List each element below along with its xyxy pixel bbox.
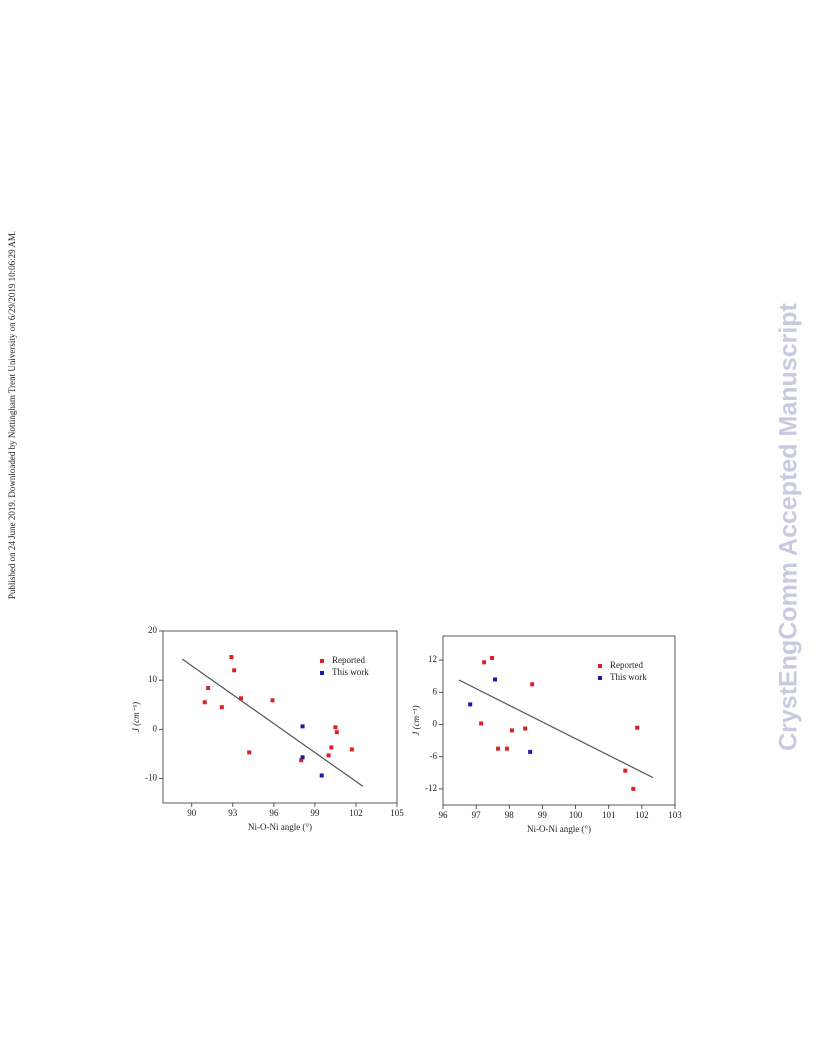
x-tick-label: 102 xyxy=(349,808,363,818)
x-tick-label: 99 xyxy=(310,808,320,818)
fit-line xyxy=(458,679,654,779)
point xyxy=(530,682,535,687)
x-tick-label: 102 xyxy=(635,810,649,820)
point xyxy=(202,700,207,705)
y-tick-label: 0 xyxy=(433,719,438,729)
y-axis-label: J (cm⁻¹) xyxy=(411,705,421,735)
x-tick-label: 99 xyxy=(538,810,548,820)
point xyxy=(334,730,339,735)
watermark: CrystEngComm Accepted Manuscript xyxy=(775,302,803,750)
point xyxy=(635,725,640,730)
point xyxy=(333,725,338,730)
point xyxy=(219,705,224,710)
x-tick-label: 101 xyxy=(602,810,616,820)
point xyxy=(319,773,324,778)
point xyxy=(232,668,237,673)
legend-label: This work xyxy=(610,672,647,682)
legend-label: Reported xyxy=(332,655,365,665)
x-axis-label: Ni-O-Ni angle (°) xyxy=(248,822,312,832)
point xyxy=(206,686,211,691)
x-tick-label: 96 xyxy=(439,810,449,820)
point xyxy=(509,728,514,733)
point xyxy=(468,702,473,707)
point xyxy=(326,753,331,758)
y-tick-label: -10 xyxy=(145,772,157,782)
x-tick-label: 93 xyxy=(228,808,238,818)
point xyxy=(490,655,495,660)
side-note: Published on 24 June 2019. Downloaded by… xyxy=(7,231,17,599)
y-tick-label: 10 xyxy=(148,674,158,684)
point xyxy=(247,750,252,755)
point xyxy=(493,677,498,682)
point xyxy=(300,755,305,760)
legend-marker xyxy=(320,659,324,663)
plot-frame xyxy=(162,630,398,804)
x-tick-label: 100 xyxy=(569,810,583,820)
x-tick-label: 97 xyxy=(472,810,482,820)
legend-label: This work xyxy=(332,667,369,677)
y-axis-label: J (cm⁻¹) xyxy=(131,702,141,732)
point xyxy=(270,698,275,703)
point xyxy=(523,726,528,731)
y-tick-label: -6 xyxy=(430,751,438,761)
x-tick-label: 103 xyxy=(668,810,682,820)
point xyxy=(631,786,636,791)
x-axis-label: Ni-O-Ni angle (°) xyxy=(527,824,591,834)
legend-marker xyxy=(320,671,324,675)
fit-line xyxy=(181,658,364,787)
point xyxy=(329,745,334,750)
x-tick-label: 90 xyxy=(187,808,197,818)
point xyxy=(239,696,243,701)
point xyxy=(528,749,533,754)
point xyxy=(349,747,354,752)
y-tick-label: 12 xyxy=(428,654,437,664)
x-tick-label: 96 xyxy=(269,808,279,818)
point xyxy=(300,724,305,729)
legend-label: Reported xyxy=(610,660,643,670)
y-tick-label: 6 xyxy=(433,686,438,696)
y-tick-label: -12 xyxy=(425,783,437,793)
y-tick-label: 20 xyxy=(148,625,158,635)
y-tick-label: 0 xyxy=(153,723,158,733)
point xyxy=(623,768,628,773)
point xyxy=(479,721,484,726)
legend-marker xyxy=(598,664,602,668)
x-tick-label: 105 xyxy=(390,808,404,818)
point xyxy=(482,660,487,665)
plot-frame xyxy=(442,635,676,806)
point xyxy=(504,746,509,751)
point xyxy=(299,758,304,763)
x-tick-label: 98 xyxy=(505,810,515,820)
legend-marker xyxy=(598,676,602,680)
point xyxy=(229,655,234,660)
point xyxy=(496,746,501,751)
